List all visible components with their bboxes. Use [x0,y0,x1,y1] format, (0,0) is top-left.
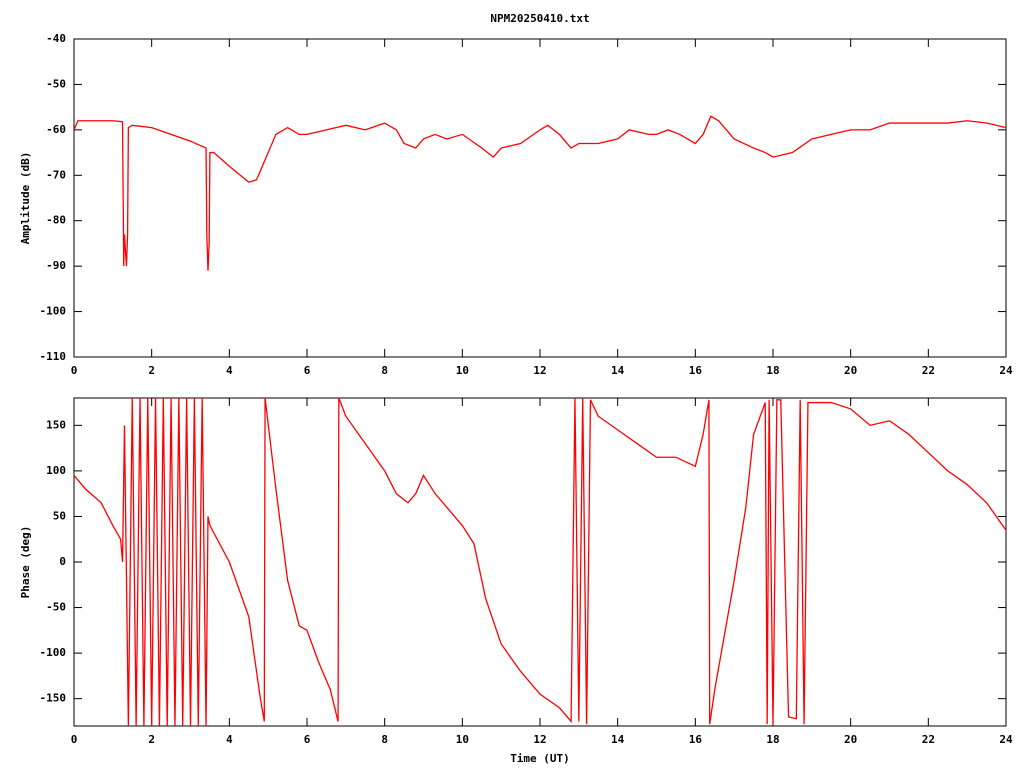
y-tick-label: -40 [46,32,66,45]
x-tick-label: 0 [71,733,78,746]
x-tick-label: 12 [533,364,546,377]
x-tick-label: 24 [999,364,1013,377]
x-tick-label: 16 [689,733,703,746]
y-axis-label: Phase (deg) [19,526,32,599]
y-tick-label: -50 [46,601,66,614]
data-line [73,397,1007,727]
x-tick-label: 18 [766,364,779,377]
x-tick-label: 8 [381,364,388,377]
x-tick-label: 10 [456,733,469,746]
x-tick-label: 8 [381,733,388,746]
y-tick-label: -50 [46,77,66,90]
y-axis-label: Amplitude (dB) [19,152,32,245]
chart-title: NPM20250410.txt [490,12,589,25]
y-tick-label: 100 [46,464,66,477]
x-tick-label: 4 [226,733,233,746]
x-tick-label: 2 [148,733,155,746]
y-tick-label: -90 [46,259,66,272]
x-tick-label: 14 [611,733,625,746]
x-axis-label: Time (UT) [510,752,570,765]
y-tick-label: 50 [53,509,66,522]
x-tick-label: 6 [304,733,311,746]
x-tick-label: 12 [533,733,546,746]
x-tick-label: 4 [226,364,233,377]
data-line [73,115,1007,271]
x-tick-label: 22 [922,733,935,746]
y-tick-label: -150 [40,692,67,705]
y-tick-label: -80 [46,214,66,227]
x-tick-label: 16 [689,364,703,377]
x-tick-label: 20 [844,733,857,746]
x-tick-label: 20 [844,364,857,377]
y-tick-label: -60 [46,123,66,136]
y-tick-label: -100 [40,305,67,318]
y-tick-label: 0 [59,555,66,568]
x-tick-label: 22 [922,364,935,377]
y-tick-label: -100 [40,646,67,659]
y-tick-label: 150 [46,418,66,431]
x-tick-label: 24 [999,733,1013,746]
x-tick-label: 0 [71,364,78,377]
x-tick-label: 14 [611,364,625,377]
x-tick-label: 2 [148,364,155,377]
y-tick-label: -110 [40,350,67,363]
x-tick-label: 10 [456,364,469,377]
x-tick-label: 6 [304,364,311,377]
y-tick-label: -70 [46,168,66,181]
x-tick-label: 18 [766,733,779,746]
